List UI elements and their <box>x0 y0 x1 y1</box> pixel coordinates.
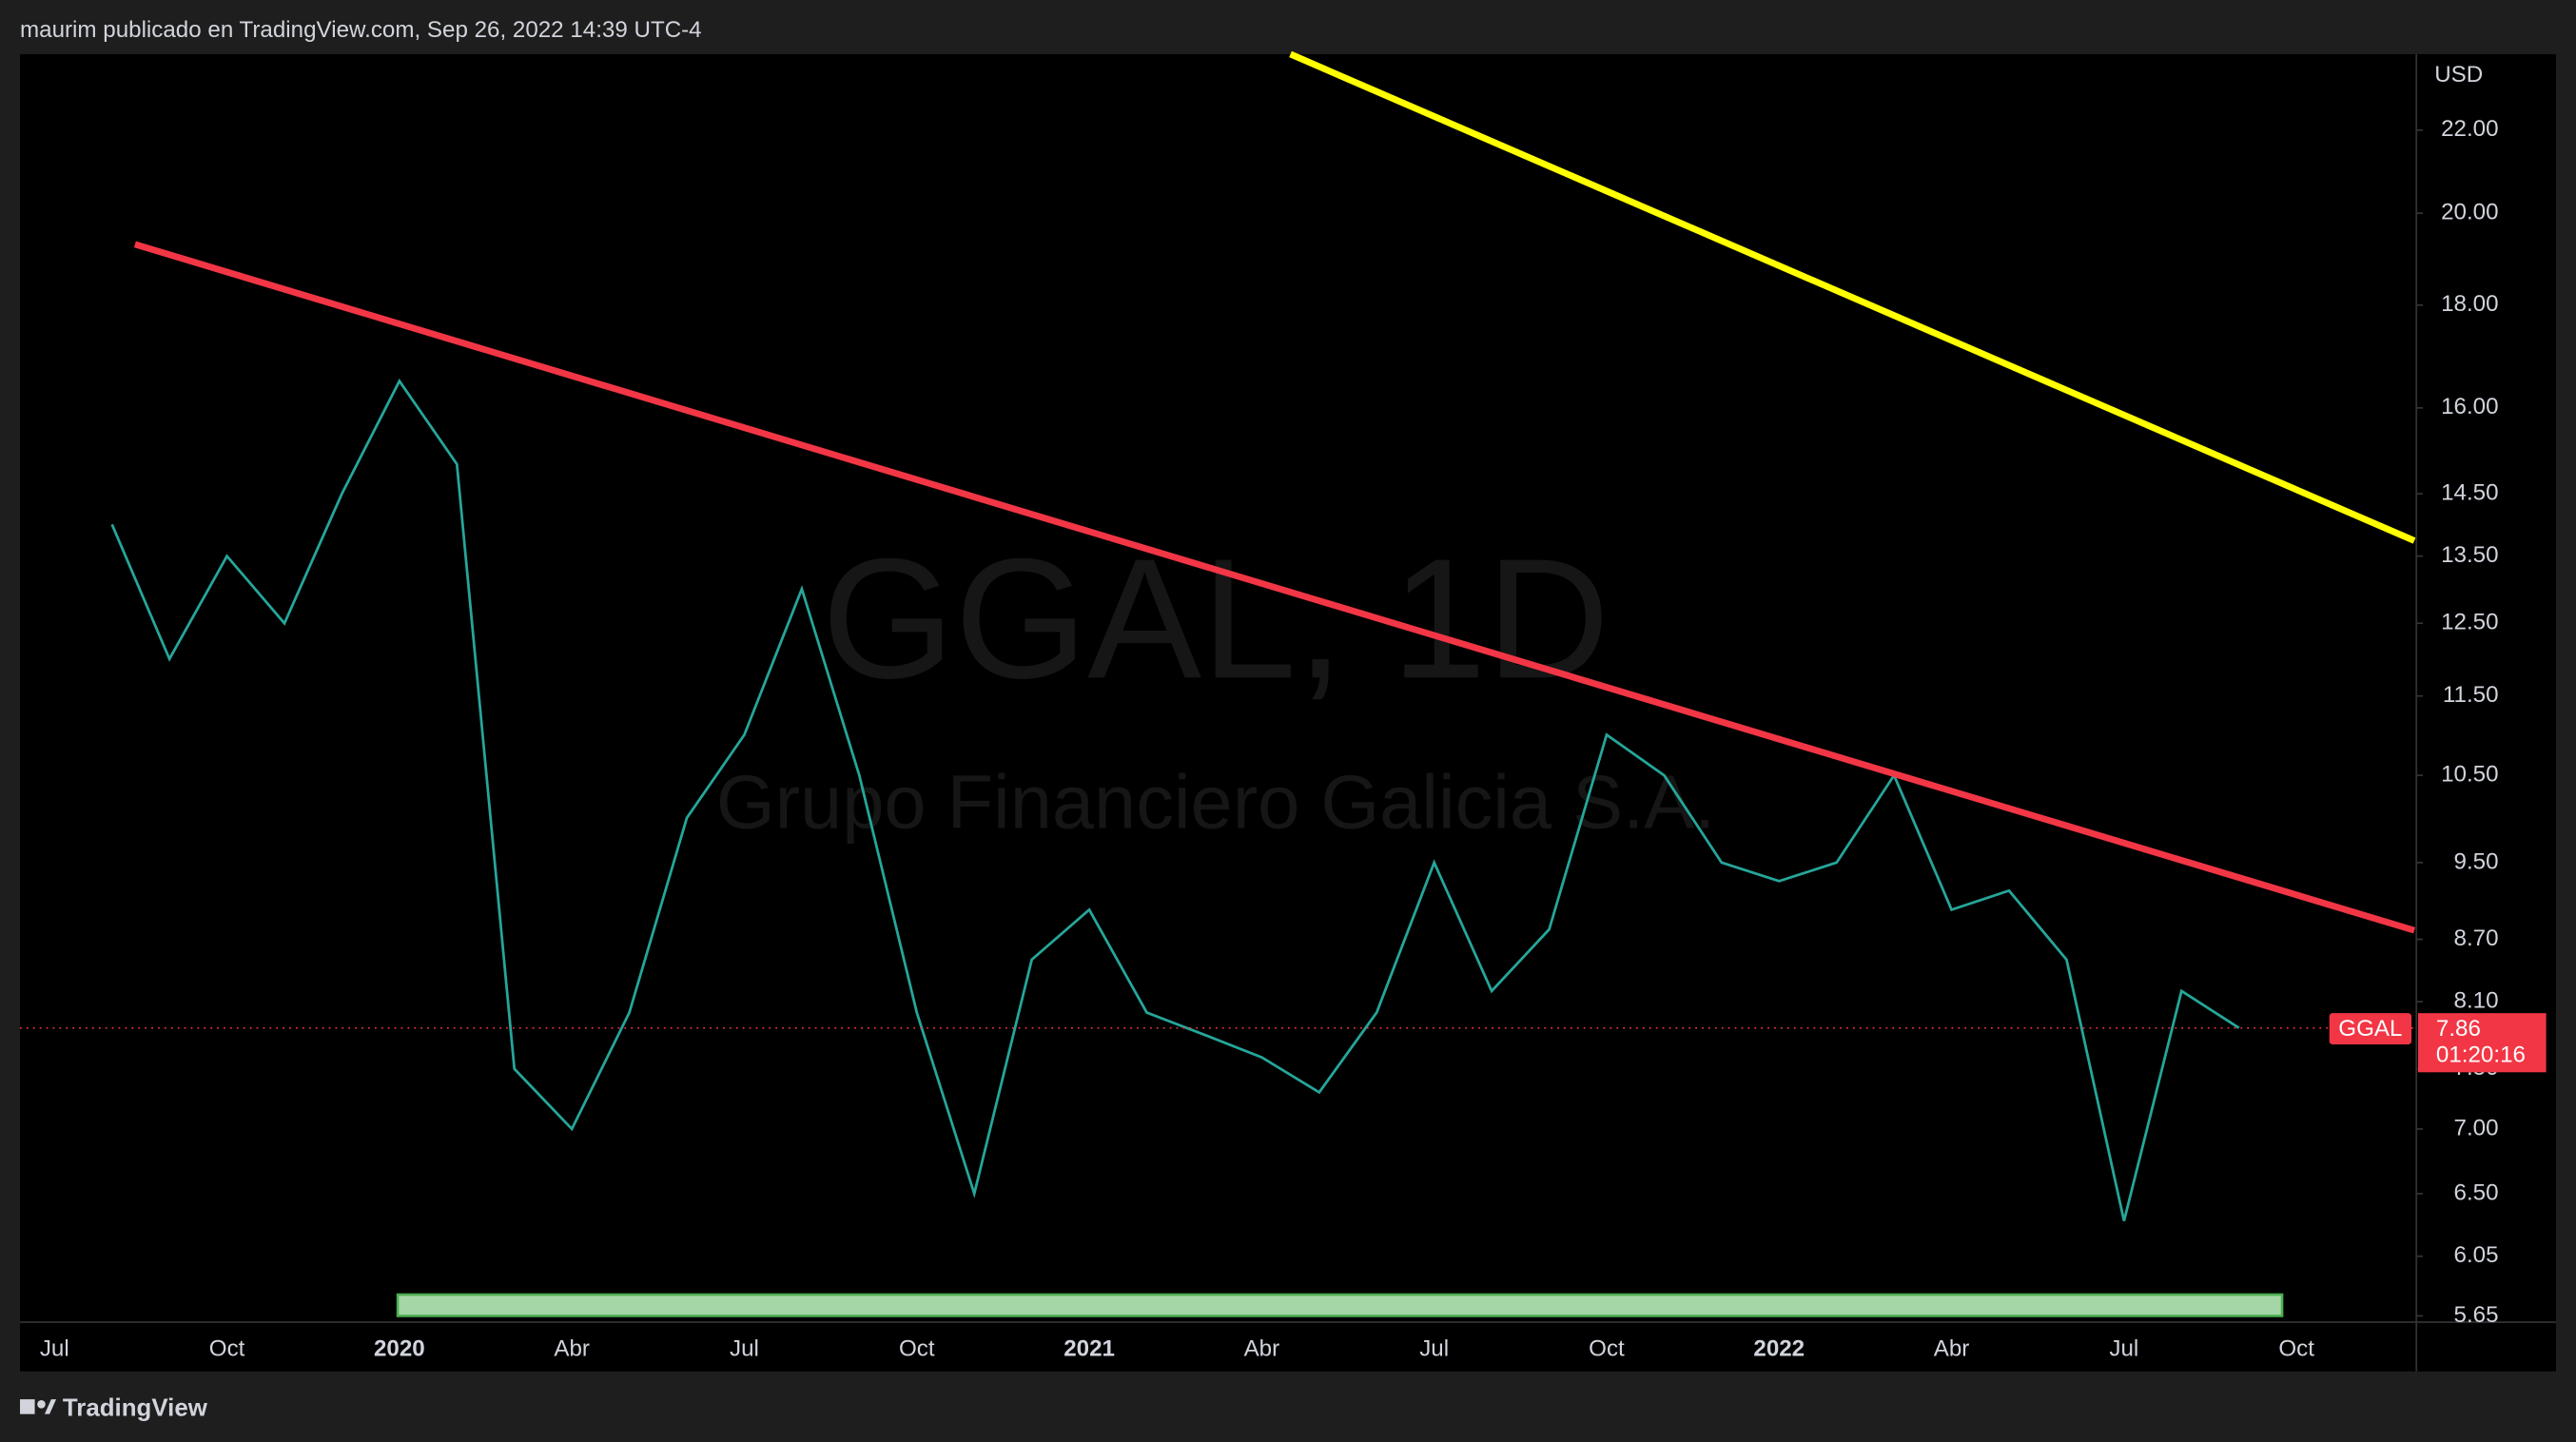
x-tick-label: Oct <box>2278 1336 2314 1362</box>
header: maurim publicado en TradingView.com, Sep… <box>20 17 702 43</box>
y-tick-label: 8.10 <box>2454 987 2499 1013</box>
x-tick-label: Jul <box>730 1336 759 1362</box>
x-tick-label: 2020 <box>374 1336 425 1362</box>
support-zone <box>396 1293 2284 1317</box>
y-tick-label: 20.00 <box>2441 200 2498 225</box>
x-tick-label: Abr <box>1244 1336 1280 1362</box>
watermark: GGAL, 1D <box>822 523 1610 714</box>
y-tick-label: 9.50 <box>2454 848 2499 874</box>
price-line <box>110 378 2240 1221</box>
y-tick-label: 12.50 <box>2441 610 2498 635</box>
y-tick-label: 8.70 <box>2454 926 2499 951</box>
x-tick-label: Jul <box>1419 1336 1449 1362</box>
x-tick-label: 2022 <box>1753 1336 1805 1362</box>
y-tick-label: 14.50 <box>2441 479 2498 505</box>
y-tick-label: 18.00 <box>2441 291 2498 317</box>
watermark-subtitle: Grupo Financiero Galicia S.A. <box>716 759 1715 844</box>
x-tick-label: Abr <box>1934 1336 1970 1362</box>
symbol-label: GGAL <box>2338 1016 2402 1042</box>
y-tick-label: 22.00 <box>2441 116 2498 142</box>
y-tick-label: 5.65 <box>2454 1302 2499 1328</box>
y-tick-label: 10.50 <box>2441 761 2498 787</box>
y-tick-label: 6.50 <box>2454 1179 2499 1205</box>
price-badge <box>2417 1013 2547 1073</box>
trendline <box>133 241 2416 934</box>
chart-area <box>20 53 2556 1372</box>
logo <box>20 1399 57 1414</box>
x-tick-label: 2021 <box>1064 1336 1115 1362</box>
price-label: 7.86 <box>2436 1016 2481 1042</box>
trendline <box>1289 50 2416 544</box>
y-tick-label: 7.00 <box>2454 1115 2499 1140</box>
x-tick-label: Oct <box>1589 1336 1625 1362</box>
x-tick-label: Abr <box>554 1336 590 1362</box>
x-tick-label: Oct <box>209 1336 245 1362</box>
footer-brand: TradingView <box>63 1394 208 1421</box>
x-tick-label: Jul <box>40 1336 69 1362</box>
y-tick-label: 13.50 <box>2441 542 2498 568</box>
y-tick-label: 16.00 <box>2441 394 2498 419</box>
currency: USD <box>2434 62 2483 88</box>
x-tick-label: Oct <box>899 1336 935 1362</box>
x-tick-label: Jul <box>2109 1336 2138 1362</box>
countdown-label: 01:20:16 <box>2436 1042 2526 1067</box>
symbol-badge <box>2329 1013 2412 1044</box>
y-tick-label: 11.50 <box>2443 682 2499 708</box>
y-tick-label: 6.05 <box>2454 1242 2499 1268</box>
